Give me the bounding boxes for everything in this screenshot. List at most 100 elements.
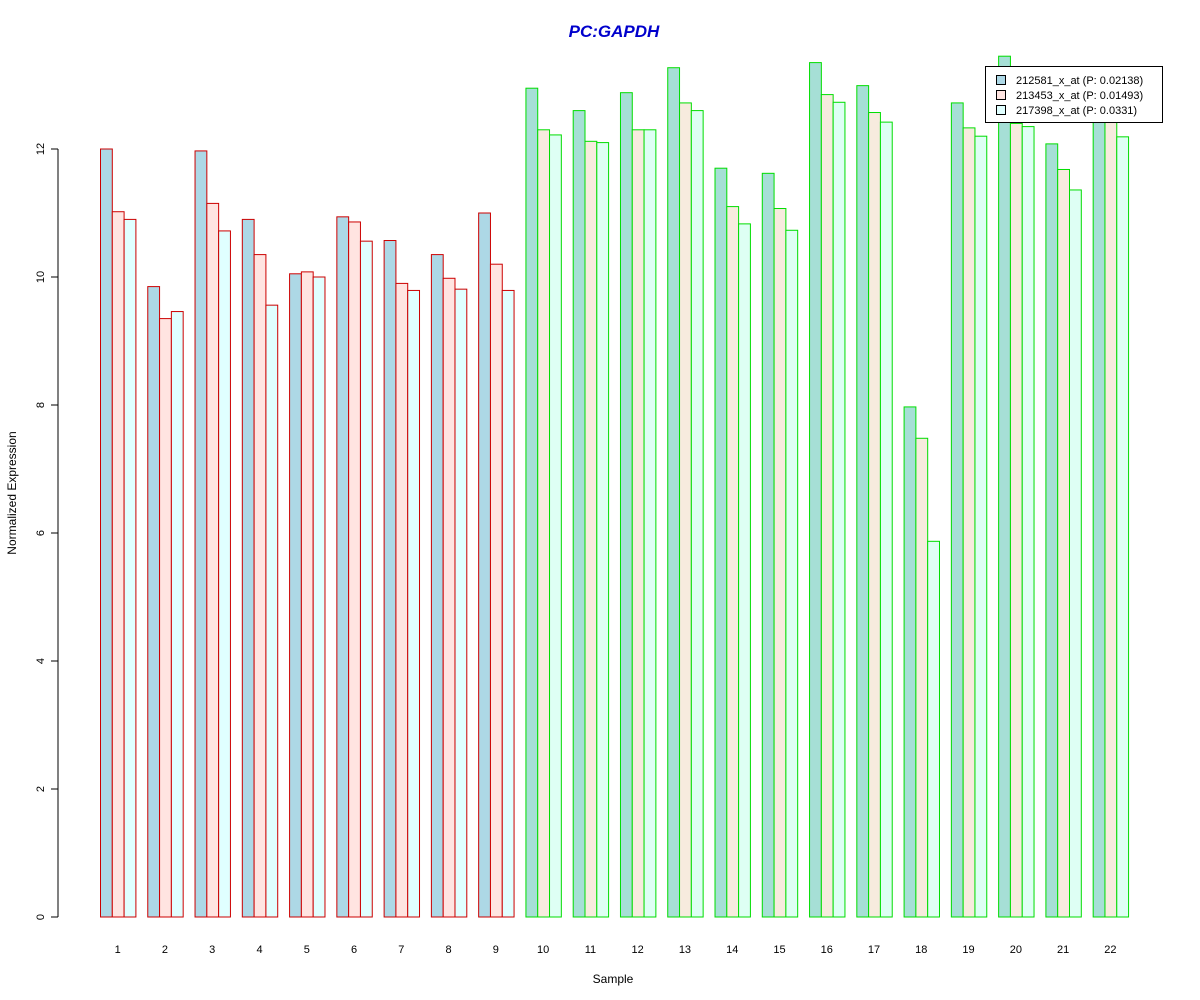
x-tick-label: 12 xyxy=(632,944,644,956)
bar-10-series-2 xyxy=(537,129,551,918)
legend-entry: 212581_x_at (P: 0.02138) xyxy=(1016,75,1143,87)
bar-2-series-3 xyxy=(170,311,184,918)
legend-swatch xyxy=(996,90,1006,100)
x-tick-label: 8 xyxy=(446,944,452,956)
bar-2-series-2 xyxy=(159,318,172,918)
x-tick-label: 22 xyxy=(1104,944,1116,956)
bar-13-series-3 xyxy=(690,110,704,918)
bar-18-series-3 xyxy=(927,540,940,918)
x-tick-label: 1 xyxy=(115,944,121,956)
bar-1-series-1 xyxy=(100,148,113,918)
bar-3-series-2 xyxy=(206,202,220,918)
y-axis-label: Normalized Expression xyxy=(5,431,19,554)
bar-20-series-3 xyxy=(1021,126,1035,918)
bar-16-series-1 xyxy=(809,62,822,918)
bar-21-series-2 xyxy=(1057,168,1070,918)
bar-14-series-3 xyxy=(738,223,751,918)
bar-17-series-2 xyxy=(868,112,881,918)
bar-7-series-3 xyxy=(407,289,421,918)
x-tick-label: 6 xyxy=(351,944,357,956)
bar-10-series-1 xyxy=(525,87,539,918)
bar-17-series-1 xyxy=(856,85,870,918)
bar-11-series-3 xyxy=(596,142,610,918)
y-tick-label: 8 xyxy=(35,402,47,408)
y-axis: 0 2 4 6 8 10 12 xyxy=(35,143,59,920)
bar-21-series-1 xyxy=(1045,143,1059,918)
legend-entry: 213453_x_at (P: 0.01493) xyxy=(1016,90,1143,102)
bar-20-series-2 xyxy=(1009,122,1023,918)
x-tick-label: 5 xyxy=(304,944,310,956)
legend: 212581_x_at (P: 0.02138) 213453_x_at (P: … xyxy=(985,66,1163,123)
bar-13-series-2 xyxy=(679,102,692,918)
y-tick-label: 2 xyxy=(35,786,47,792)
bar-3-series-1 xyxy=(194,150,208,918)
bars xyxy=(100,55,1130,918)
bar-5-series-3 xyxy=(312,276,326,918)
legend-swatch xyxy=(996,75,1006,85)
bar-11-series-1 xyxy=(572,110,586,918)
y-tick-label: 4 xyxy=(35,658,47,664)
x-tick-label: 17 xyxy=(868,944,880,956)
bar-7-series-1 xyxy=(383,240,397,918)
x-tick-label: 13 xyxy=(679,944,691,956)
bar-19-series-2 xyxy=(962,127,976,918)
x-tick-label: 14 xyxy=(726,944,738,956)
bar-18-series-2 xyxy=(915,437,929,918)
bar-14-series-1 xyxy=(714,167,728,918)
x-tick-label: 20 xyxy=(1010,944,1022,956)
bar-7-series-2 xyxy=(395,282,409,918)
x-tick-label: 2 xyxy=(162,944,168,956)
bar-8-series-2 xyxy=(442,277,456,918)
x-tick-label: 21 xyxy=(1057,944,1069,956)
bar-5-series-2 xyxy=(300,271,314,918)
bar-16-series-3 xyxy=(832,101,846,918)
bar-1-series-3 xyxy=(123,218,137,918)
bar-15-series-1 xyxy=(761,172,775,918)
bar-6-series-3 xyxy=(359,240,373,918)
bar-17-series-3 xyxy=(879,121,893,918)
bar-6-series-1 xyxy=(336,216,350,918)
y-tick-label: 10 xyxy=(35,271,47,283)
bar-5-series-1 xyxy=(289,273,302,918)
bar-11-series-2 xyxy=(584,140,598,918)
x-tick-label: 4 xyxy=(256,944,262,956)
bar-22-series-1 xyxy=(1092,116,1106,918)
bar-4-series-1 xyxy=(241,218,255,918)
x-tick-label: 7 xyxy=(398,944,404,956)
bar-16-series-2 xyxy=(820,94,834,918)
x-tick-label: 18 xyxy=(915,944,927,956)
bar-15-series-2 xyxy=(773,208,787,918)
y-tick-label: 6 xyxy=(35,530,47,536)
bar-1-series-2 xyxy=(111,211,125,918)
x-tick-label: 9 xyxy=(493,944,499,956)
legend-entry: 217398_x_at (P: 0.0331) xyxy=(1016,105,1137,117)
bar-15-series-3 xyxy=(785,229,799,918)
bar-9-series-2 xyxy=(489,263,503,918)
bar-18-series-1 xyxy=(903,406,917,918)
chart-title: PC:GAPDH xyxy=(569,22,660,41)
y-tick-label: 12 xyxy=(35,143,47,155)
bar-19-series-3 xyxy=(974,135,988,918)
x-tick-label: 19 xyxy=(962,944,974,956)
bar-19-series-1 xyxy=(950,102,964,918)
bar-12-series-2 xyxy=(631,129,645,918)
bar-3-series-3 xyxy=(218,230,231,918)
bar-22-series-3 xyxy=(1116,136,1130,918)
bar-9-series-1 xyxy=(478,212,491,918)
bar-4-series-3 xyxy=(265,304,279,918)
bar-6-series-2 xyxy=(348,221,361,918)
bar-9-series-3 xyxy=(501,289,515,918)
bar-8-series-3 xyxy=(454,288,468,918)
bar-22-series-2 xyxy=(1104,119,1118,918)
bar-14-series-2 xyxy=(726,206,740,918)
bar-8-series-1 xyxy=(430,254,444,918)
bar-20-series-1 xyxy=(998,55,1011,918)
x-tick-label: 10 xyxy=(537,944,549,956)
y-tick-label: 0 xyxy=(35,914,47,920)
x-tick-label: 3 xyxy=(209,944,215,956)
x-tick-label: 16 xyxy=(821,944,833,956)
bar-12-series-3 xyxy=(643,129,657,918)
x-tick-labels: 1 2 3 4 5 6 7 8 9 10 11 12 13 14 15 16 17 18 19 20 21 22 xyxy=(115,944,1117,956)
bar-12-series-1 xyxy=(619,92,633,918)
x-tick-label: 11 xyxy=(585,944,596,956)
